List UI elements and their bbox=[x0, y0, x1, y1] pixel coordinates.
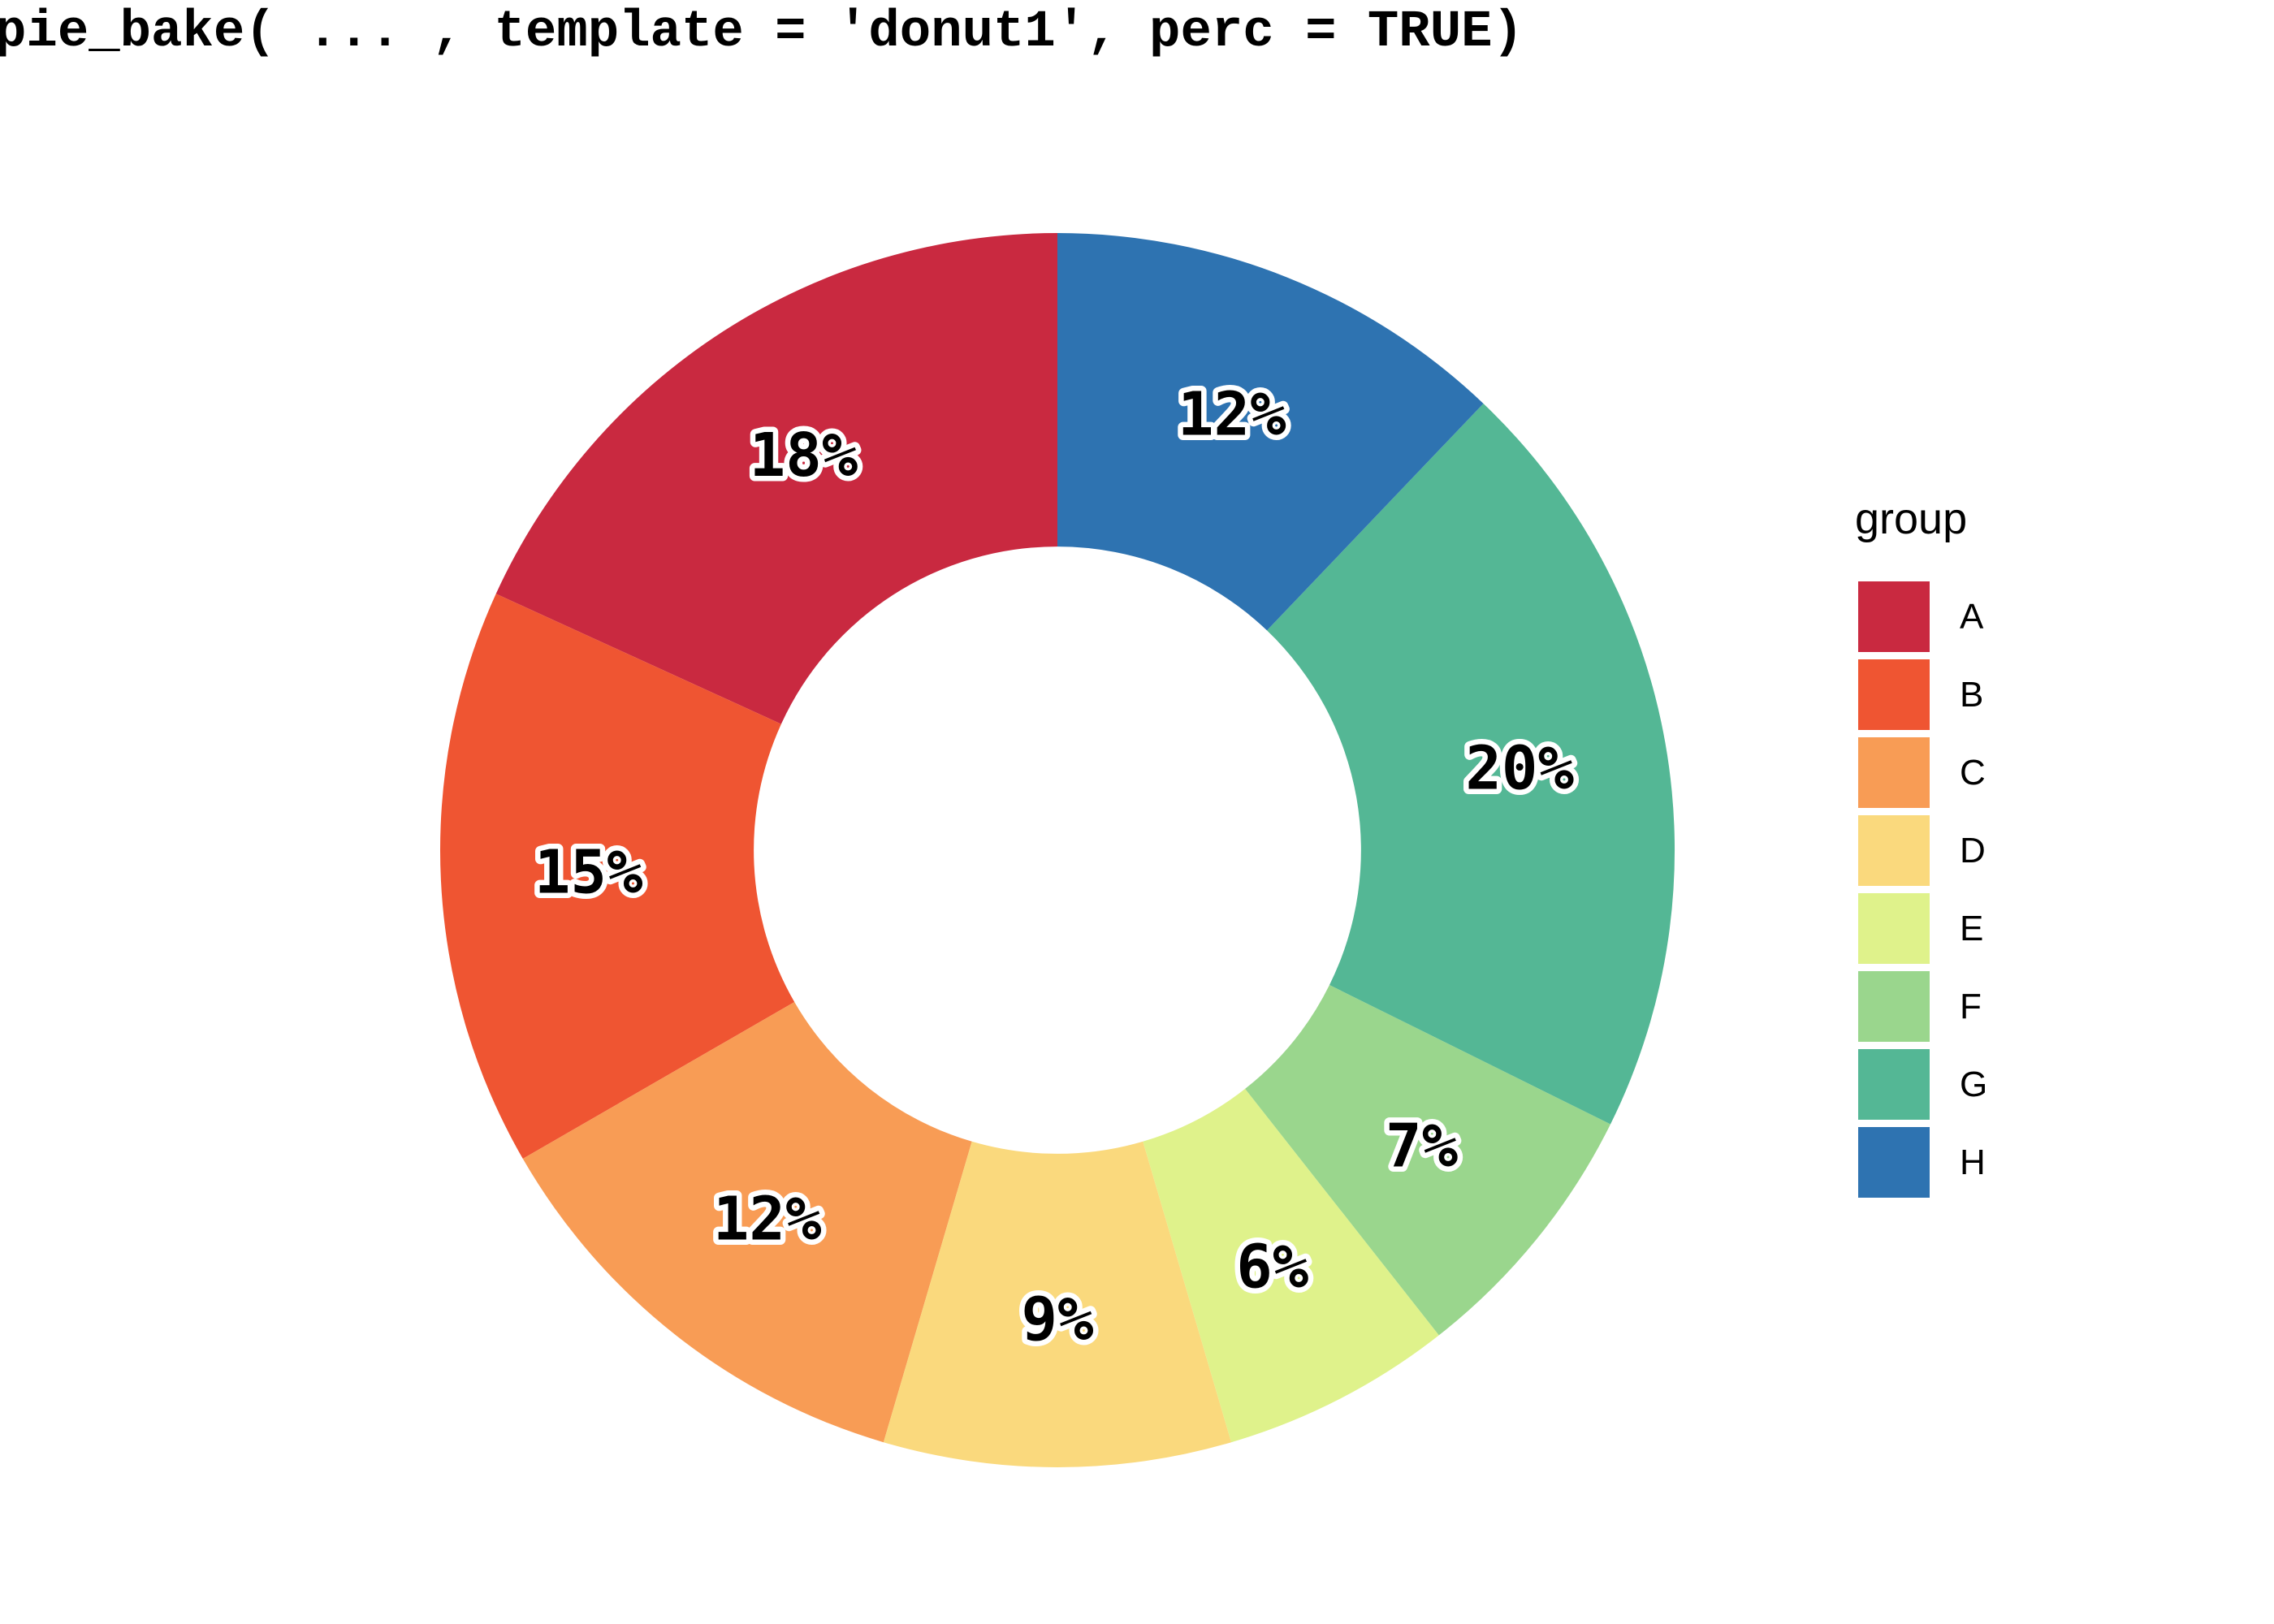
legend-label-H: H bbox=[1960, 1142, 1986, 1182]
slice-A bbox=[495, 233, 1057, 724]
legend-swatch-A bbox=[1858, 581, 1930, 652]
legend-swatch-E bbox=[1858, 893, 1930, 964]
legend-swatch-G bbox=[1858, 1049, 1930, 1120]
legend-label-B: B bbox=[1960, 674, 1984, 715]
legend-swatch-F bbox=[1858, 971, 1930, 1042]
legend-item-H: H bbox=[1858, 1127, 1987, 1198]
percent-label-B: 15% bbox=[534, 838, 643, 908]
slice-F bbox=[1245, 985, 1610, 1336]
percent-label-A: 18% bbox=[750, 421, 858, 490]
percent-label-G: 20% bbox=[1465, 734, 1574, 804]
legend-title: group bbox=[1855, 495, 1968, 543]
legend-item-A: A bbox=[1858, 581, 1987, 652]
slice-C bbox=[522, 1002, 972, 1443]
percent-label-F: 7% bbox=[1386, 1111, 1459, 1181]
legend-label-A: A bbox=[1960, 596, 1984, 637]
slice-H bbox=[1057, 233, 1484, 631]
slice-B bbox=[440, 594, 795, 1159]
legend-item-E: E bbox=[1858, 893, 1987, 964]
legend-label-E: E bbox=[1960, 908, 1984, 948]
chart-title: pie_bake( ... , template = 'donut1', per… bbox=[0, 3, 1524, 62]
legend-item-G: G bbox=[1858, 1049, 1987, 1120]
slice-D bbox=[883, 1141, 1232, 1467]
percent-label-E: 6% bbox=[1236, 1233, 1309, 1302]
legend-swatch-C bbox=[1858, 737, 1930, 808]
legend-item-C: C bbox=[1858, 737, 1987, 808]
legend-item-B: B bbox=[1858, 659, 1987, 730]
percent-label-H: 12% bbox=[1178, 379, 1286, 449]
legend-label-F: F bbox=[1960, 986, 1982, 1026]
legend-item-F: F bbox=[1858, 971, 1987, 1042]
slice-G bbox=[1267, 404, 1675, 1125]
legend-label-C: C bbox=[1960, 752, 1986, 793]
legend-label-D: D bbox=[1960, 830, 1986, 870]
percent-label-D: 9% bbox=[1021, 1285, 1094, 1354]
legend-label-G: G bbox=[1960, 1064, 1988, 1104]
legend-item-D: D bbox=[1858, 815, 1987, 886]
legend-swatch-B bbox=[1858, 659, 1930, 730]
legend-swatch-H bbox=[1858, 1127, 1930, 1198]
percent-label-C: 12% bbox=[713, 1184, 822, 1254]
slice-E bbox=[1143, 1088, 1439, 1443]
legend-swatch-D bbox=[1858, 815, 1930, 886]
